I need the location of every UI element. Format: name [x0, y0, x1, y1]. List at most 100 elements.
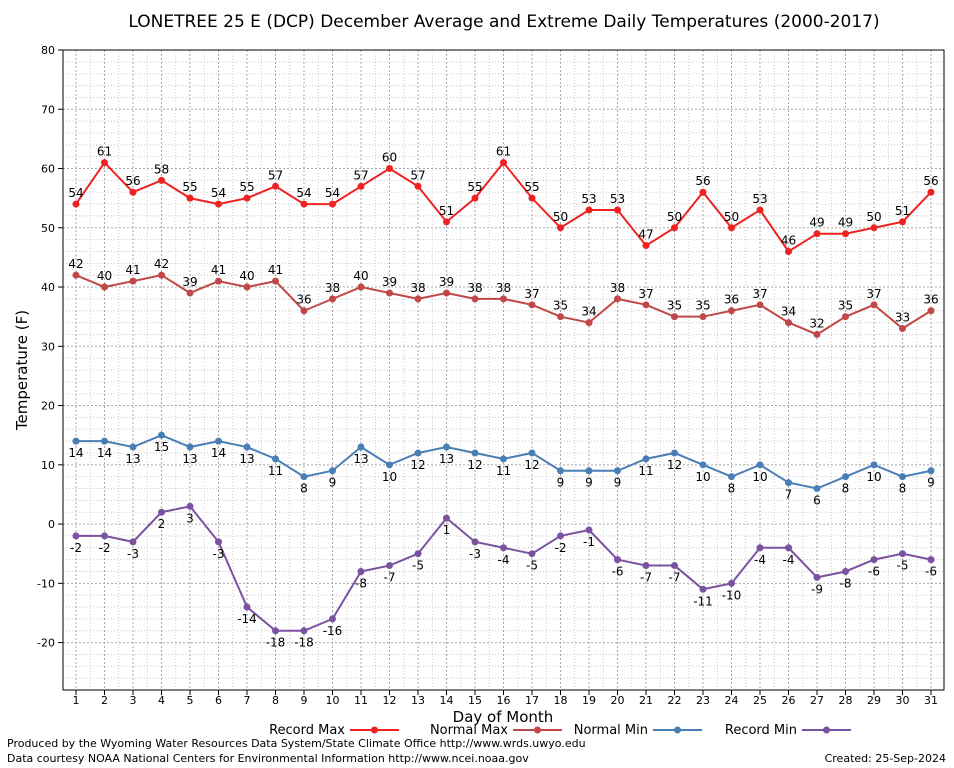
normal-max-point	[386, 289, 393, 297]
record-min-point	[528, 550, 536, 558]
record-min-point	[101, 532, 108, 540]
y-tick-label: 20	[41, 400, 55, 413]
record-max-data-label: 60	[382, 151, 397, 165]
x-tick-label: 13	[411, 694, 425, 707]
record-max-data-label: 58	[154, 162, 169, 176]
record-min-data-label: -16	[323, 624, 343, 638]
record-max-point	[72, 200, 80, 208]
normal-min-data-label: 9	[927, 476, 935, 490]
normal-max-data-label: 41	[125, 263, 140, 277]
y-tick-label: 0	[48, 518, 55, 531]
normal-max-data-label: 35	[553, 299, 568, 313]
normal-min-point	[101, 437, 108, 445]
record-min-data-label: -6	[868, 565, 880, 579]
normal-max-data-label: 38	[496, 281, 511, 295]
record-min-data-label: -2	[99, 541, 111, 555]
normal-max-data-label: 37	[524, 287, 539, 301]
x-tick-label: 18	[554, 694, 568, 707]
normal-max-data-label: 34	[581, 305, 596, 319]
record-min-data-label: -4	[498, 553, 510, 567]
x-tick-label: 24	[725, 694, 739, 707]
record-min-point	[642, 562, 650, 570]
record-min-data-label: -18	[266, 636, 286, 650]
normal-max-point	[443, 289, 450, 297]
normal-min-point	[215, 437, 222, 445]
normal-min-point	[642, 455, 650, 463]
normal-max-point	[614, 295, 621, 303]
record-min-data-label: -2	[70, 541, 82, 555]
record-max-point	[471, 194, 479, 202]
chart-title: LONETREE 25 E (DCP) December Average and…	[128, 12, 879, 32]
normal-max-data-label: 41	[211, 263, 226, 277]
legend: Record Max Normal Max Normal Min Record Min	[269, 723, 851, 738]
record-max-point	[300, 200, 308, 208]
normal-min-point	[500, 455, 507, 463]
normal-min-data-label: 14	[211, 446, 226, 460]
record-min-data-label: -3	[127, 547, 139, 561]
x-tick-label: 2	[101, 694, 108, 707]
record-max-data-label: 61	[496, 145, 511, 159]
normal-max-point	[728, 307, 735, 315]
record-min-point	[785, 544, 792, 552]
record-max-point	[329, 200, 336, 208]
normal-max-point	[158, 271, 165, 279]
record-max-series: 54 61 56 58 55 54 55 57 54 54 57 60 57 51 55 61 55 50 53 53…	[68, 145, 939, 255]
record-min-point	[129, 538, 137, 546]
created-date: Created: 25-Sep-2024	[824, 752, 946, 765]
record-min-point	[186, 502, 194, 510]
normal-max-point	[870, 301, 878, 309]
normal-max-data-label: 42	[68, 257, 83, 271]
normal-max-data-label: 40	[97, 269, 112, 283]
normal-min-point	[585, 467, 593, 475]
normal-min-point	[870, 461, 878, 469]
normal-max-data-label: 37	[752, 287, 767, 301]
legend-marker-normal-min	[674, 726, 681, 734]
x-tick-label: 9	[301, 694, 308, 707]
normal-max-data-label: 35	[667, 299, 682, 313]
record-min-data-label: -2	[555, 541, 567, 555]
record-max-data-label: 57	[268, 168, 283, 182]
normal-min-point	[414, 449, 422, 457]
record-min-point	[899, 550, 906, 558]
normal-max-point	[699, 313, 707, 321]
x-tick-label: 7	[244, 694, 251, 707]
record-min-data-label: -6	[612, 565, 624, 579]
record-min-data-label: -5	[526, 559, 538, 573]
normal-max-point	[585, 319, 593, 327]
record-max-data-label: 54	[68, 186, 83, 200]
record-max-data-label: 47	[638, 228, 653, 242]
record-max-data-label: 57	[410, 168, 425, 182]
record-max-point	[927, 188, 935, 196]
x-tick-label: 29	[867, 694, 881, 707]
normal-min-point	[72, 437, 80, 445]
normal-max-point	[671, 313, 678, 321]
normal-max-data-label: 36	[923, 293, 938, 307]
x-tick-label: 17	[525, 694, 539, 707]
y-tick-label: 70	[41, 103, 55, 116]
normal-min-point	[186, 443, 194, 451]
record-max-data-label: 51	[439, 204, 454, 218]
grid-lines	[63, 49, 944, 690]
normal-min-data-label: 12	[524, 458, 539, 472]
normal-min-point	[756, 461, 764, 469]
normal-max-point	[72, 271, 80, 279]
normal-max-data-label: 39	[182, 275, 197, 289]
x-tick-label: 26	[782, 694, 796, 707]
normal-max-data-label: 40	[353, 269, 368, 283]
x-axis-label: Day of Month	[453, 708, 554, 726]
record-max-point	[699, 188, 707, 196]
record-max-data-label: 54	[296, 186, 311, 200]
record-min-point	[842, 567, 849, 575]
record-min-data-label: -4	[754, 553, 766, 567]
normal-min-point	[158, 431, 165, 439]
x-tick-label: 12	[383, 694, 397, 707]
normal-max-data-label: 36	[724, 293, 739, 307]
y-tick-label: 80	[41, 44, 55, 57]
x-tick-label: 5	[187, 694, 194, 707]
x-axis: 1 2 3 4 5 6 7 8 9 10 11 12 13 14 15 16 17 18 19 20 21 22 23 24 2…	[73, 690, 938, 707]
record-max-data-label: 54	[211, 186, 226, 200]
record-max-data-label: 53	[752, 192, 767, 206]
normal-max-data-label: 38	[467, 281, 482, 295]
record-min-point	[614, 556, 621, 564]
